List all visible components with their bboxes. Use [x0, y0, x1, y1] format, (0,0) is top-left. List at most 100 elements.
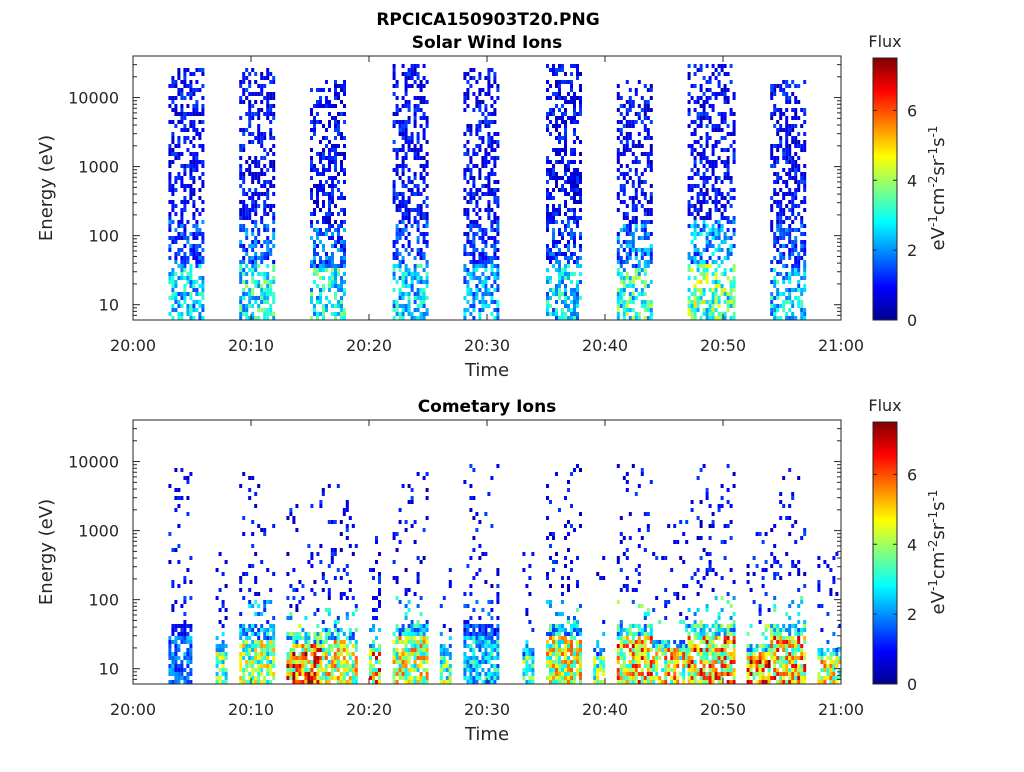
heatmap-cell	[420, 656, 423, 660]
heatmap-cell	[313, 272, 316, 276]
heatmap-cell	[272, 216, 275, 220]
heatmap-cell	[650, 252, 653, 256]
heatmap-cell	[183, 208, 186, 212]
heatmap-cell	[307, 640, 310, 644]
heatmap-cell	[414, 648, 417, 652]
heatmap-cell	[782, 208, 785, 212]
heatmap-cell	[242, 132, 245, 136]
heatmap-cell	[174, 240, 177, 244]
heatmap-cell	[650, 300, 653, 304]
heatmap-cell	[770, 268, 773, 272]
heatmap-cell	[700, 296, 703, 300]
heatmap-cell	[289, 676, 292, 680]
heatmap-cell	[301, 656, 304, 660]
heatmap-cell	[225, 680, 228, 684]
heatmap-cell	[248, 660, 251, 664]
heatmap-cell	[576, 120, 579, 124]
heatmap-cell	[490, 296, 493, 300]
heatmap-cell	[310, 316, 313, 320]
heatmap-cell	[239, 156, 242, 160]
heatmap-cell	[322, 192, 325, 196]
heatmap-cell	[623, 300, 626, 304]
heatmap-cell	[216, 652, 219, 656]
heatmap-cell	[251, 640, 254, 644]
heatmap-cell	[222, 660, 225, 664]
heatmap-cell	[337, 248, 340, 252]
heatmap-cell	[331, 556, 334, 560]
heatmap-cell	[248, 648, 251, 652]
heatmap-cell	[552, 72, 555, 76]
heatmap-cell	[700, 68, 703, 72]
heatmap-cell	[724, 236, 727, 240]
heatmap-cell	[794, 108, 797, 112]
heatmap-cell	[319, 500, 322, 504]
heatmap-cell	[180, 256, 183, 260]
heatmap-cell	[797, 304, 800, 308]
heatmap-cell	[316, 668, 319, 672]
heatmap-cell	[414, 308, 417, 312]
heatmap-cell	[328, 652, 331, 656]
heatmap-cell	[721, 212, 724, 216]
heatmap-cell	[340, 304, 343, 308]
heatmap-cell	[785, 160, 788, 164]
heatmap-cell	[715, 308, 718, 312]
heatmap-cell	[803, 180, 806, 184]
heatmap-cell	[561, 136, 564, 140]
heatmap-cell	[269, 248, 272, 252]
heatmap-cell	[496, 648, 499, 652]
heatmap-cell	[576, 304, 579, 308]
heatmap-cell	[192, 308, 195, 312]
heatmap-cell	[644, 180, 647, 184]
heatmap-cell	[414, 272, 417, 276]
heatmap-cell	[177, 140, 180, 144]
heatmap-cell	[650, 232, 653, 236]
heatmap-cell	[298, 644, 301, 648]
heatmap-cell	[579, 264, 582, 268]
heatmap-cell	[555, 552, 558, 556]
heatmap-cell	[343, 180, 346, 184]
heatmap-cell	[724, 148, 727, 152]
heatmap-cell	[773, 304, 776, 308]
heatmap-cell	[697, 196, 700, 200]
heatmap-cell	[174, 548, 177, 552]
heatmap-cell	[555, 664, 558, 668]
heatmap-cell	[177, 664, 180, 668]
heatmap-cell	[644, 84, 647, 88]
heatmap-cell	[788, 232, 791, 236]
heatmap-cell	[487, 192, 490, 196]
heatmap-cell	[549, 172, 552, 176]
heatmap-cell	[496, 240, 499, 244]
heatmap-cell	[177, 72, 180, 76]
heatmap-cell	[632, 292, 635, 296]
heatmap-cell	[417, 104, 420, 108]
heatmap-cell	[484, 656, 487, 660]
heatmap-cell	[691, 256, 694, 260]
heatmap-cell	[310, 176, 313, 180]
heatmap-cell	[399, 232, 402, 236]
heatmap-cell	[797, 300, 800, 304]
heatmap-cell	[316, 312, 319, 316]
heatmap-cell	[794, 176, 797, 180]
heatmap-cell	[408, 200, 411, 204]
heatmap-cell	[174, 676, 177, 680]
heatmap-cell	[567, 168, 570, 172]
heatmap-cell	[549, 212, 552, 216]
heatmap-cell	[254, 260, 257, 264]
heatmap-cell	[257, 296, 260, 300]
heatmap-cell	[570, 252, 573, 256]
heatmap-cell	[549, 280, 552, 284]
heatmap-cell	[343, 644, 346, 648]
heatmap-cell	[263, 228, 266, 232]
heatmap-cell	[408, 196, 411, 200]
heatmap-cell	[463, 640, 466, 644]
heatmap-cell	[405, 660, 408, 664]
heatmap-cell	[168, 176, 171, 180]
heatmap-cell	[779, 188, 782, 192]
heatmap-cell	[466, 200, 469, 204]
heatmap-cell	[417, 136, 420, 140]
heatmap-cell	[319, 160, 322, 164]
heatmap-cell	[245, 192, 248, 196]
heatmap-cell	[263, 112, 266, 116]
heatmap-cell	[800, 308, 803, 312]
